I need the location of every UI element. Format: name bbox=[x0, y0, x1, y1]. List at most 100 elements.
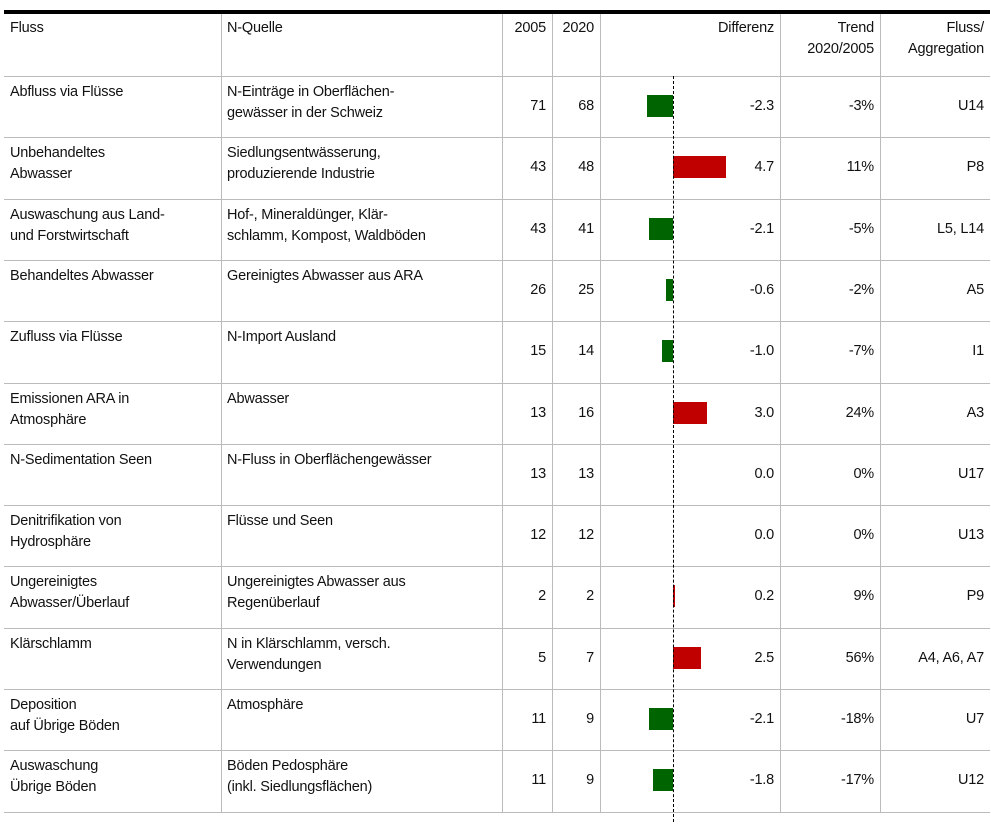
number-cell: 3.0 bbox=[754, 404, 774, 421]
row-rule bbox=[4, 321, 990, 323]
number-cell: A4, A6, A7 bbox=[918, 649, 984, 666]
number-cell: 0% bbox=[853, 465, 874, 482]
number-cell: -3% bbox=[848, 98, 874, 114]
number-cell: 13 bbox=[530, 404, 546, 421]
number-cell: U13 bbox=[958, 527, 984, 544]
text-cell: Abwasser bbox=[227, 390, 290, 407]
top-rule bbox=[4, 10, 990, 14]
number-cell: 4.7 bbox=[754, 159, 774, 176]
number-cell: 25 bbox=[578, 281, 594, 298]
number-cell: 43 bbox=[530, 159, 546, 176]
row-rule bbox=[4, 505, 990, 507]
number-cell: 0.0 bbox=[754, 527, 774, 544]
number-cell: U14 bbox=[958, 98, 984, 114]
number-cell: 5 bbox=[538, 649, 546, 666]
number-cell: 9% bbox=[853, 588, 874, 605]
text-cell: Böden Pedosphäre (inkl. Siedlungsflächen… bbox=[227, 758, 373, 796]
text-cell: N in Klärschlamm, versch. Verwendungen bbox=[227, 635, 391, 673]
number-cell: -18% bbox=[840, 711, 874, 727]
number-cell: 2 bbox=[538, 588, 546, 605]
number-cell: -2.1 bbox=[749, 220, 774, 237]
difference-bar bbox=[673, 585, 676, 608]
number-cell: -5% bbox=[848, 220, 874, 237]
difference-bar bbox=[649, 708, 673, 730]
number-cell: -2.1 bbox=[749, 711, 774, 727]
difference-bar bbox=[647, 95, 673, 117]
text-cell: Flüsse und Seen bbox=[227, 513, 333, 530]
column-rule bbox=[502, 14, 503, 812]
text-cell: Zufluss via Flüsse bbox=[10, 329, 123, 346]
column-rule bbox=[221, 14, 222, 812]
text-cell: N-Einträge in Oberflächen- gewässer in d… bbox=[227, 84, 395, 121]
row-rule bbox=[4, 198, 990, 200]
text-cell: Siedlungsentwässerung, produzierende Ind… bbox=[227, 145, 381, 183]
number-cell: 9 bbox=[586, 772, 594, 789]
number-cell: U12 bbox=[958, 772, 984, 789]
difference-bar bbox=[652, 769, 673, 792]
difference-bar bbox=[666, 278, 673, 301]
number-cell: 12 bbox=[530, 527, 546, 544]
header-cell: Fluss/ Aggregation bbox=[908, 20, 984, 57]
row-rule bbox=[4, 811, 990, 813]
text-cell: Behandeltes Abwasser bbox=[10, 267, 154, 284]
text-cell: Unbehandeltes Abwasser bbox=[10, 145, 105, 183]
number-cell: 14 bbox=[578, 343, 594, 360]
number-cell: -7% bbox=[848, 343, 874, 360]
row-rule bbox=[4, 443, 990, 445]
number-cell: P9 bbox=[966, 588, 985, 605]
header-cell: N-Quelle bbox=[227, 20, 283, 36]
difference-bar bbox=[661, 340, 673, 363]
row-rule bbox=[4, 750, 990, 752]
number-cell: A5 bbox=[966, 281, 985, 298]
column-rule bbox=[600, 14, 601, 812]
number-cell: 26 bbox=[530, 281, 546, 298]
number-cell: U17 bbox=[958, 465, 984, 482]
number-cell: -2% bbox=[848, 281, 874, 298]
difference-bar bbox=[673, 156, 727, 179]
text-cell: Auswaschung aus Land- und Forstwirtschaf… bbox=[10, 206, 165, 244]
text-cell: Emissionen ARA in Atmosphäre bbox=[10, 390, 130, 428]
number-cell: -2.3 bbox=[749, 98, 774, 114]
text-cell: N-Fluss in Oberflächengewässer bbox=[227, 451, 432, 468]
header-rule bbox=[4, 76, 990, 77]
zero-line bbox=[673, 76, 674, 822]
text-cell: Gereinigtes Abwasser aus ARA bbox=[227, 267, 423, 284]
header-cell: Differenz bbox=[718, 20, 774, 36]
number-cell: 9 bbox=[586, 711, 594, 727]
number-cell: P8 bbox=[966, 159, 985, 176]
row-rule bbox=[4, 627, 990, 629]
header-cell: 2020 bbox=[562, 20, 595, 36]
row-rule bbox=[4, 259, 990, 261]
number-cell: 16 bbox=[578, 404, 594, 421]
row-rule bbox=[4, 137, 990, 139]
number-cell: 56% bbox=[845, 649, 875, 666]
number-cell: -1.0 bbox=[749, 343, 774, 360]
number-cell: 7 bbox=[586, 649, 594, 666]
number-cell: 12 bbox=[578, 527, 594, 544]
number-cell: 2 bbox=[586, 588, 594, 605]
number-cell: 43 bbox=[530, 220, 546, 237]
text-cell: Klärschlamm bbox=[10, 635, 92, 652]
text-cell: Ungereinigtes Abwasser aus Regenüberlauf bbox=[227, 574, 406, 612]
text-cell: Deposition auf Übrige Böden bbox=[10, 697, 120, 734]
text-cell: Auswaschung Übrige Böden bbox=[10, 758, 99, 796]
number-cell: -17% bbox=[840, 772, 874, 789]
number-cell: 71 bbox=[530, 98, 546, 114]
number-cell: 2.5 bbox=[754, 649, 774, 666]
number-cell: -1.8 bbox=[749, 772, 774, 789]
number-cell: 11 bbox=[531, 772, 546, 789]
difference-bar bbox=[673, 646, 702, 669]
column-rule bbox=[880, 14, 881, 812]
text-cell: Hof-, Mineraldünger, Klär- schlamm, Komp… bbox=[227, 206, 426, 244]
number-cell: 11 bbox=[531, 711, 546, 727]
number-cell: 13 bbox=[578, 465, 594, 482]
number-cell: 11% bbox=[846, 159, 875, 176]
number-cell: I1 bbox=[972, 343, 984, 360]
number-cell: L5, L14 bbox=[937, 220, 984, 237]
text-cell: Atmosphäre bbox=[227, 697, 304, 713]
header-cell: 2005 bbox=[514, 20, 547, 36]
difference-bar bbox=[673, 401, 707, 424]
text-cell: Ungereinigtes Abwasser/Überlauf bbox=[10, 574, 130, 612]
row-rule bbox=[4, 689, 990, 690]
